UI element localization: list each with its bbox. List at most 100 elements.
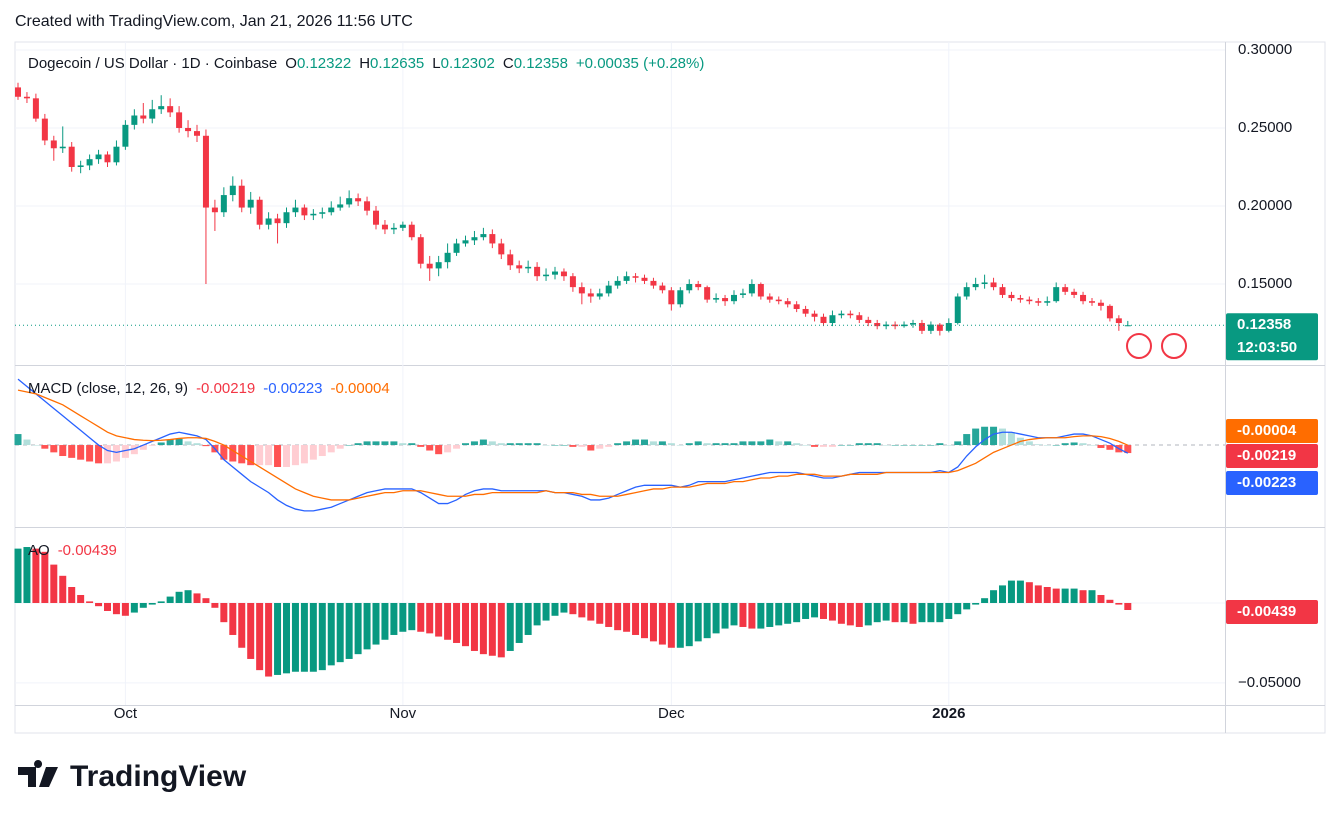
ao-bar: [596, 602, 604, 624]
macd-histogram-bar: [891, 445, 899, 446]
ao-bar: [667, 602, 675, 648]
legend-item: MACD (close, 12, 26, 9): [28, 380, 188, 397]
macd-histogram-bar: [775, 441, 783, 446]
candle-body: [605, 285, 612, 294]
ao-bar: [703, 602, 711, 639]
macd-histogram-bar: [990, 426, 998, 446]
ao-bar: [32, 548, 40, 603]
candle-body: [238, 185, 245, 208]
ao-bar: [569, 602, 577, 615]
macd-histogram-bar: [426, 445, 434, 451]
ao-bar: [927, 602, 935, 623]
candle-body: [283, 212, 290, 224]
macd-histogram-bar: [1043, 445, 1051, 446]
y-tick-label: 0.20000: [1238, 197, 1292, 214]
candle-body: [543, 274, 550, 277]
macd-histogram-bar: [828, 445, 836, 447]
macd-histogram-bar: [614, 443, 622, 446]
macd-histogram-bar: [220, 445, 228, 460]
candle-body: [569, 276, 576, 288]
ao-bar: [730, 602, 738, 626]
ao-bar: [14, 548, 22, 603]
candle-body: [1062, 287, 1069, 292]
ao-bar: [775, 602, 783, 626]
candle-body: [686, 284, 693, 291]
candle-body: [784, 301, 791, 305]
candle-body: [650, 280, 657, 286]
ao-bar: [497, 602, 505, 658]
ao-bar: [632, 602, 640, 635]
macd-histogram-bar: [730, 443, 738, 446]
legend-item: -0.00219: [196, 380, 255, 397]
macd-histogram-bar: [685, 443, 693, 446]
macd-histogram-bar: [166, 439, 174, 446]
header: Created with TradingView.com, Jan 21, 20…: [15, 13, 413, 30]
macd-histogram-bar: [14, 434, 22, 446]
macd-histogram-bar: [694, 441, 702, 446]
macd-histogram-bar: [229, 445, 237, 462]
legend-item: -0.00439: [58, 542, 117, 559]
macd-histogram-bar: [515, 443, 523, 446]
y-tick-label: 0.25000: [1238, 119, 1292, 136]
candle-body: [1035, 301, 1042, 303]
legend-item: 0.12322: [297, 55, 351, 72]
ao-bar: [873, 602, 881, 623]
candle-body: [641, 277, 648, 281]
candle-body: [766, 296, 773, 300]
candle-body: [381, 224, 388, 230]
macd-histogram-bar: [193, 443, 201, 446]
candle-body: [310, 213, 317, 216]
candle-body: [659, 285, 666, 291]
ao-bar: [954, 602, 962, 615]
candle-body: [552, 271, 558, 275]
macd-histogram-bar: [1034, 444, 1042, 446]
macd-histogram-bar: [32, 445, 40, 446]
candle-body: [158, 106, 165, 110]
ao-bar: [211, 602, 219, 608]
macd-histogram-bar: [658, 441, 666, 446]
event-icon: [1161, 333, 1187, 359]
candle-body: [802, 308, 809, 314]
legend: Dogecoin / US Dollar · 1D · Coinbase O0.1…: [28, 55, 704, 72]
candle-body: [265, 218, 272, 225]
ao-bar: [318, 602, 326, 671]
macd-histogram-bar: [104, 445, 111, 464]
ao-bar: [336, 602, 344, 663]
histogram-label-box: [1226, 444, 1318, 468]
candle-body: [623, 276, 630, 281]
candle-body: [471, 237, 478, 241]
macd-histogram-bar: [1079, 443, 1087, 446]
candle-body: [534, 266, 541, 277]
ao-bar: [766, 602, 774, 627]
candle-body: [417, 237, 424, 264]
ao-bar: [1097, 594, 1105, 603]
candle-body: [901, 324, 908, 327]
candle-body: [516, 265, 523, 269]
legend-item: 0.12302: [441, 55, 495, 72]
macd-histogram-bar: [882, 445, 890, 446]
candle-body: [23, 96, 30, 99]
ao-bar: [1043, 587, 1051, 603]
x-tick-label: Oct: [114, 705, 138, 722]
macd-histogram-bar: [184, 441, 192, 446]
macd-histogram-bar: [1097, 445, 1105, 448]
macd-histogram-bar: [112, 445, 120, 462]
chart-frame: [14, 41, 1326, 734]
ao-bar: [220, 602, 228, 623]
candle-body: [256, 199, 263, 225]
macd-histogram-bar: [462, 443, 469, 446]
candle-body: [229, 185, 236, 196]
macd-histogram-bar: [641, 439, 648, 446]
candle-body: [748, 284, 755, 294]
candle-body: [292, 207, 299, 213]
macd-histogram-bar: [139, 445, 147, 450]
macd-histogram-bar: [757, 441, 765, 446]
candle-body: [910, 323, 916, 325]
ao-bar: [1034, 585, 1042, 603]
ao-bar: [963, 602, 971, 610]
macd-histogram-bar: [68, 445, 76, 458]
macd-histogram-bar: [157, 442, 165, 446]
candle-body: [176, 112, 183, 128]
last-price-label: 12:03:50: [1237, 339, 1297, 356]
candle-body: [1053, 287, 1060, 302]
